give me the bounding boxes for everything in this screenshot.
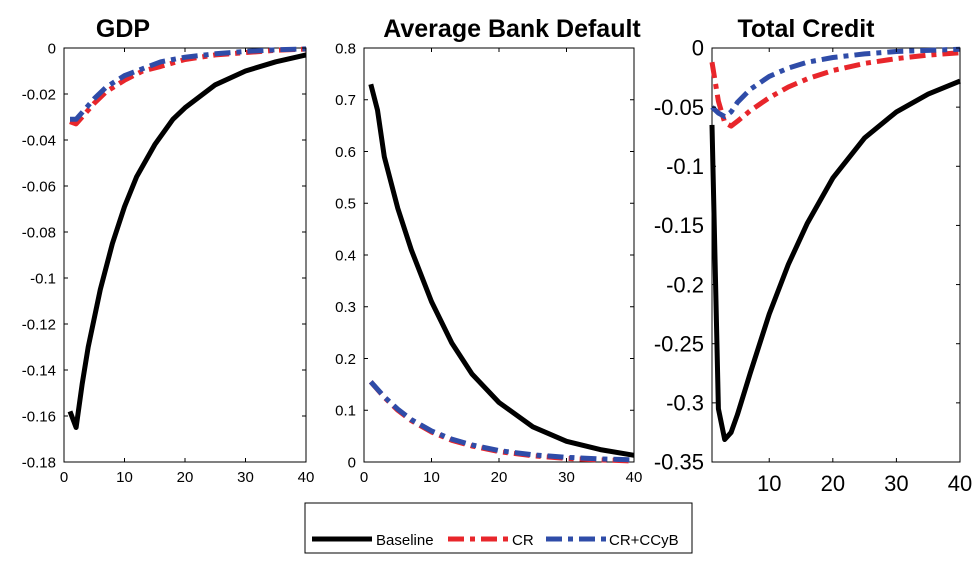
x-tick-label: 20 [491,469,508,486]
chart-title-bank-default: Average Bank Default [383,15,641,43]
x-tick-label: 10 [423,469,440,486]
panel-total-credit: 0 -0.05 -0.1 -0.15 -0.2 -0.25 -0.3 -0.35 10 20 30 4… [654,36,972,496]
series-line-cr-ccyb [70,46,307,122]
x-tick-label: 20 [821,471,845,496]
y-tick-label: -0.25 [654,331,704,356]
plot-area [711,47,961,463]
chart-title-gdp: GDP [96,15,150,43]
panel-gdp: 0 -0.02 -0.04 -0.06 -0.08 -0.1 -0.12 -0.14 -0.16… [22,40,315,486]
y-tick-label: -0.08 [22,224,56,241]
y-tick-label: 0.7 [335,92,356,109]
y-tick-label: 0.3 [335,299,356,316]
y-tick-label: -0.1 [666,154,704,179]
y-tick-label: -0.1 [30,270,56,287]
y-tick-label: -0.3 [666,391,704,416]
y-tick-label: 0.2 [335,351,356,368]
y-tick-label: 0 [48,40,56,57]
x-tick-label: 30 [884,471,908,496]
series-line-cr-ccyb [710,46,961,120]
y-tick-label: -0.04 [22,132,56,149]
y-tick-label: -0.15 [654,213,704,238]
y-tick-label: -0.16 [22,408,56,425]
x-tick-label: 40 [626,469,643,486]
x-tick-label: 0 [360,469,368,486]
y-tick-label: -0.05 [654,95,704,120]
series-line-baseline [368,83,635,458]
y-tick-label: 0.8 [335,40,356,57]
x-tick-label: 10 [757,471,781,496]
y-tick-label: 0.1 [335,403,356,420]
x-tick-label: 40 [298,469,315,486]
y-tick-label: -0.35 [654,450,704,475]
y-tick-label: -0.18 [22,454,56,471]
plot-area [363,47,635,463]
chart-title-total-credit: Total Credit [737,15,875,43]
series-line-baseline [709,78,961,442]
panel-bank-default: 0 0.1 0.2 0.3 0.4 0.5 0.6 0.7 0.8 0 10 20 30 40 [335,40,642,486]
y-tick-label: 0 [348,454,356,471]
x-tick-label: 20 [177,469,194,486]
y-tick-label: -0.06 [22,178,56,195]
x-tick-label: 30 [237,469,254,486]
y-tick-label: -0.12 [22,316,56,333]
y-tick-label: 0.4 [335,247,356,264]
x-tick-label: 30 [558,469,575,486]
legend-box [304,502,693,554]
y-tick-label: -0.02 [22,86,56,103]
series-line-cr-ccyb [368,380,635,463]
y-tick-label: 0 [692,36,704,61]
series-line-cr [709,50,961,129]
y-tick-label: 0.5 [335,196,356,213]
plot-area [63,47,307,463]
series-line-baseline [67,52,307,430]
legend: Baseline CR CR+CCyB [304,502,693,554]
y-tick-label: 0.6 [335,144,356,161]
y-tick-label: -0.2 [666,272,704,297]
x-tick-label: 0 [60,469,68,486]
legend-label-cr: CR [512,532,534,549]
x-tick-label: 10 [116,469,133,486]
legend-label-baseline: Baseline [376,532,434,549]
x-tick-label: 40 [948,471,972,496]
y-tick-label: -0.14 [22,362,56,379]
legend-label-cr-ccyb: CR+CCyB [609,532,679,549]
